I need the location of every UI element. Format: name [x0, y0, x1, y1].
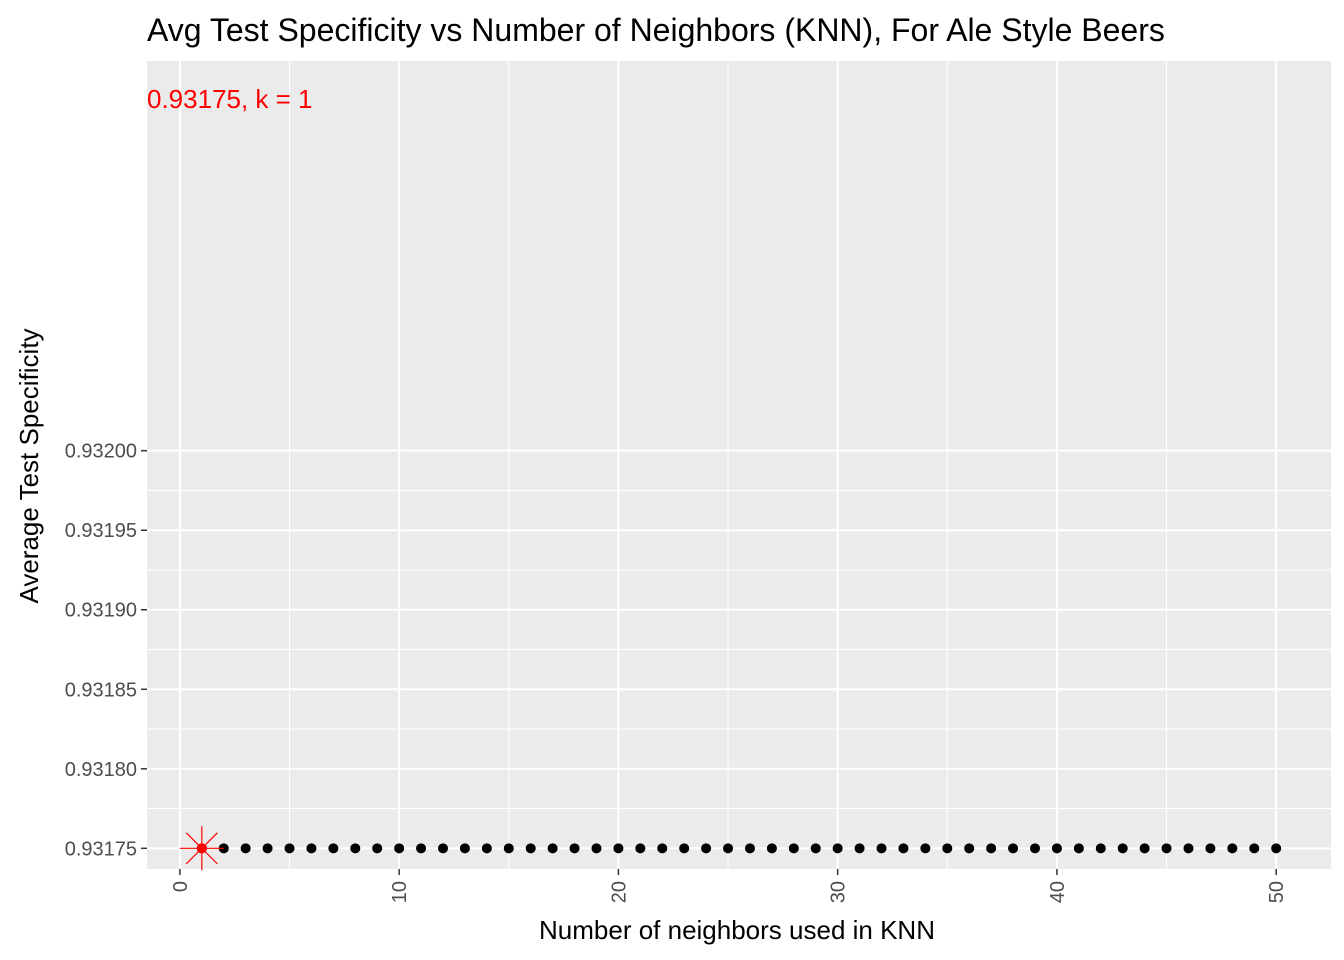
- data-point: [876, 843, 887, 854]
- data-point: [766, 843, 777, 854]
- data-points: [196, 843, 1282, 854]
- y-tick-label: 0.93190: [65, 600, 137, 622]
- data-point: [613, 843, 624, 854]
- data-point: [306, 843, 317, 854]
- x-tick-label: 10: [389, 881, 411, 903]
- best-k-annotation: 0.93175, k = 1: [147, 84, 313, 114]
- y-tick-label: 0.93200: [65, 441, 137, 463]
- data-point: [240, 843, 251, 854]
- x-tick-label: 30: [828, 881, 850, 903]
- data-point: [679, 843, 690, 854]
- data-point: [1073, 843, 1084, 854]
- data-point: [438, 843, 448, 854]
- y-tick-label: 0.93185: [65, 679, 137, 701]
- data-point: [788, 843, 799, 854]
- data-point: [481, 843, 492, 854]
- data-point: [569, 843, 580, 854]
- data-point: [986, 843, 997, 854]
- data-point: [284, 843, 295, 854]
- data-point: [525, 843, 536, 854]
- data-point: [547, 843, 558, 854]
- data-point: [744, 843, 755, 854]
- x-axis: 0 10 20 30 40 50: [170, 869, 1288, 903]
- data-point: [723, 843, 734, 854]
- y-axis: 0.93175 0.93180 0.93185 0.93190 0.93195 0.932…: [65, 441, 147, 860]
- data-point: [810, 843, 821, 854]
- data-point: [635, 843, 646, 854]
- highlight-point: [196, 843, 207, 854]
- x-tick-label: 40: [1047, 881, 1069, 903]
- data-point: [701, 843, 712, 854]
- data-point: [1095, 843, 1106, 854]
- chart-title: Avg Test Specificity vs Number of Neighb…: [147, 12, 1165, 48]
- data-point: [416, 843, 427, 854]
- data-point: [920, 843, 931, 854]
- data-point: [1051, 843, 1062, 854]
- plot-panel: [147, 61, 1331, 869]
- y-tick-label: 0.93180: [65, 759, 137, 781]
- data-point: [328, 843, 339, 854]
- data-point: [350, 843, 361, 854]
- data-point: [1227, 843, 1238, 854]
- y-tick-label: 0.93195: [65, 520, 137, 542]
- data-point: [854, 843, 865, 854]
- x-axis-title: Number of neighbors used in KNN: [539, 915, 935, 945]
- data-point: [262, 843, 273, 854]
- data-point: [459, 843, 470, 854]
- data-point: [898, 843, 909, 854]
- data-point: [503, 843, 514, 854]
- data-point: [1117, 843, 1128, 854]
- data-point: [394, 843, 405, 854]
- data-point: [1008, 843, 1019, 854]
- x-tick-label: 20: [608, 881, 630, 903]
- x-tick-label: 50: [1266, 881, 1288, 903]
- data-point: [1161, 843, 1172, 854]
- data-point: [1249, 843, 1260, 854]
- data-point: [1205, 843, 1216, 854]
- data-point: [591, 843, 602, 854]
- data-point: [942, 843, 953, 854]
- data-point: [964, 843, 975, 854]
- y-tick-label: 0.93175: [65, 838, 137, 860]
- data-point: [657, 843, 668, 854]
- data-point: [832, 843, 843, 854]
- best-k-highlight: [179, 826, 224, 871]
- data-point: [1271, 843, 1282, 854]
- x-tick-label: 0: [170, 881, 192, 892]
- data-point: [1183, 843, 1194, 854]
- grid-lines: [147, 61, 1331, 869]
- data-point: [1030, 843, 1040, 854]
- y-axis-title: Average Test Specificity: [14, 328, 44, 603]
- data-point: [1139, 843, 1150, 854]
- data-point: [372, 843, 383, 854]
